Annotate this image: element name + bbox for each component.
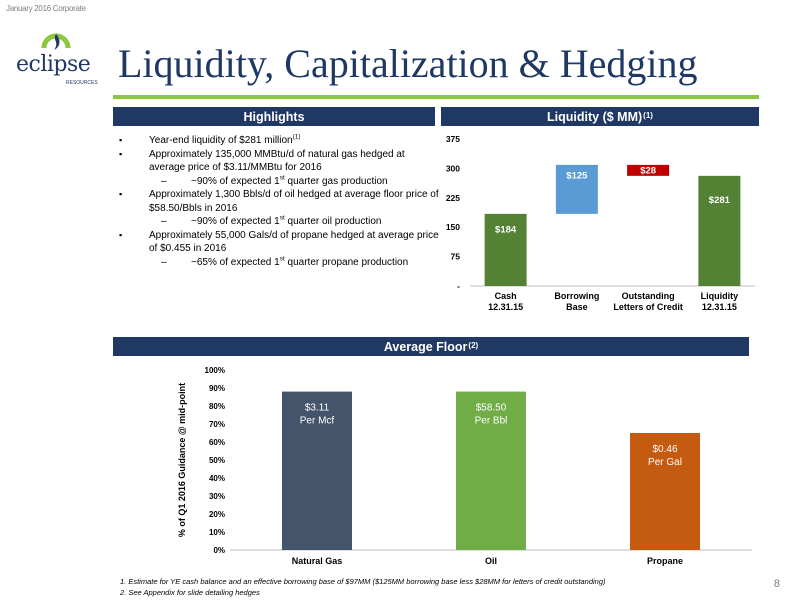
header-tag: January 2016 Corporate	[6, 4, 86, 13]
y-tick-label: 300	[446, 163, 460, 173]
data-label: $281	[709, 195, 731, 206]
highlight-bullet: Approximately 135,000 MMBtu/d of natural…	[117, 148, 439, 175]
bar	[698, 175, 741, 286]
highlights-header: Highlights	[113, 107, 435, 126]
x-tick-label: 12.31.15	[488, 302, 523, 312]
y-tick-label: 60%	[209, 438, 225, 447]
y-tick-label: 90%	[209, 384, 225, 393]
data-label: $0.46	[652, 444, 677, 455]
highlight-text: quarter propane production	[284, 256, 409, 268]
highlight-text: Year-end liquidity of $281 million	[149, 135, 293, 146]
x-tick-label: 12.31.15	[702, 302, 737, 312]
highlight-subbullet: ~65% of expected 1st quarter propane pro…	[117, 255, 439, 270]
y-tick-label: 40%	[209, 474, 225, 483]
x-tick-label: Borrowing	[554, 291, 599, 301]
eclipse-logo	[41, 33, 71, 50]
y-tick-label: 10%	[209, 528, 225, 537]
y-tick-label: 225	[446, 193, 460, 203]
y-tick-label: 20%	[209, 510, 225, 519]
y-tick-label: 50%	[209, 456, 225, 465]
bar	[627, 164, 670, 176]
data-label: $184	[495, 225, 517, 236]
highlight-subbullet: ~90% of expected 1st quarter oil product…	[117, 215, 439, 229]
logo-sub: RESOURCES	[66, 80, 98, 86]
logo-name: eclipse	[16, 52, 91, 77]
highlight-text: Approximately 55,000 Gals/d of propane h…	[149, 229, 439, 255]
bar	[456, 391, 526, 550]
y-tick-label: 80%	[209, 402, 225, 411]
highlight-sup: (1)	[292, 133, 301, 141]
data-label: Per Bbl	[475, 416, 508, 427]
data-label: Per Mcf	[300, 416, 335, 427]
highlight-bullet: Approximately 1,300 Bbls/d of oil hedged…	[117, 188, 439, 215]
page-title: Liquidity, Capitalization & Hedging	[118, 41, 698, 86]
x-tick-label: Letters of Credit	[613, 302, 683, 312]
highlight-text: ~90% of expected 1	[191, 216, 280, 227]
average-floor-header-sup: (2)	[468, 341, 479, 350]
highlight-text: Approximately 135,000 MMBtu/d of natural…	[149, 148, 405, 174]
page-number: 8	[773, 578, 780, 590]
y-tick-label: 100%	[205, 366, 225, 375]
highlight-text: quarter gas production	[284, 175, 388, 187]
bar	[555, 164, 598, 214]
data-label: $125	[566, 171, 588, 182]
x-tick-label: Outstanding	[622, 291, 675, 301]
x-tick-label: Propane	[647, 556, 683, 566]
highlights-header-label: Highlights	[243, 109, 305, 124]
highlight-sup: st	[279, 214, 285, 222]
average-floor-header-label: Average Floor	[383, 339, 468, 354]
highlight-text: quarter oil production	[284, 216, 382, 227]
highlight-text: Approximately 1,300 Bbls/d of oil hedged…	[149, 189, 439, 214]
data-label: $3.11	[305, 403, 330, 414]
data-label: $58.50	[476, 403, 507, 414]
x-tick-label: Cash	[495, 291, 517, 301]
y-tick-label: 375	[446, 134, 460, 144]
title-rule	[113, 95, 759, 99]
x-tick-label: Natural Gas	[292, 556, 343, 566]
bar	[282, 391, 352, 550]
highlight-text: ~65% of expected 1	[191, 256, 280, 268]
y-axis-label: % of Q1 2016 Guidance @ mid-point	[177, 383, 187, 537]
data-label: Per Gal	[648, 457, 682, 468]
average-floor-header: Average Floor (2)	[113, 337, 749, 356]
y-tick-label: -	[457, 281, 460, 291]
x-tick-label: Liquidity	[701, 291, 739, 301]
highlight-sup: st	[279, 255, 285, 263]
y-tick-label: 30%	[209, 492, 225, 501]
footnote-2: 2. See Appendix for slide detailing hedg…	[120, 588, 260, 597]
highlight-subbullet: ~90% of expected 1st quarter gas product…	[117, 174, 439, 189]
x-tick-label: Oil	[485, 556, 497, 566]
highlight-text: ~90% of expected 1	[191, 175, 280, 187]
highlight-bullet: Year-end liquidity of $281 million(1)	[117, 134, 439, 148]
y-tick-label: 70%	[209, 420, 225, 429]
data-label: $28	[640, 165, 656, 176]
liquidity-header: Liquidity ($ MM) (1)	[441, 107, 759, 126]
average-floor-chart: 0% 10% 20% 30% 40% 50% 60% 70% 80% 90% 100% % of Q1…	[177, 366, 752, 566]
highlight-sup: st	[279, 174, 285, 182]
liquidity-chart: -75150225300375$184Cash12.31.15$125Borro…	[446, 134, 755, 312]
liquidity-header-sup: (1)	[643, 111, 653, 120]
x-tick-label: Base	[566, 302, 588, 312]
liquidity-header-label: Liquidity ($ MM)	[547, 109, 643, 124]
y-tick-label: 75	[451, 252, 461, 262]
highlights-list: Year-end liquidity of $281 million(1)App…	[117, 134, 439, 269]
highlight-bullet: Approximately 55,000 Gals/d of propane h…	[117, 229, 439, 256]
bar	[484, 213, 527, 286]
bar	[630, 433, 700, 550]
footnote-1: 1. Estimate for YE cash balance and an e…	[120, 577, 606, 586]
y-tick-label: 150	[446, 222, 460, 232]
y-tick-label: 0%	[213, 546, 225, 555]
